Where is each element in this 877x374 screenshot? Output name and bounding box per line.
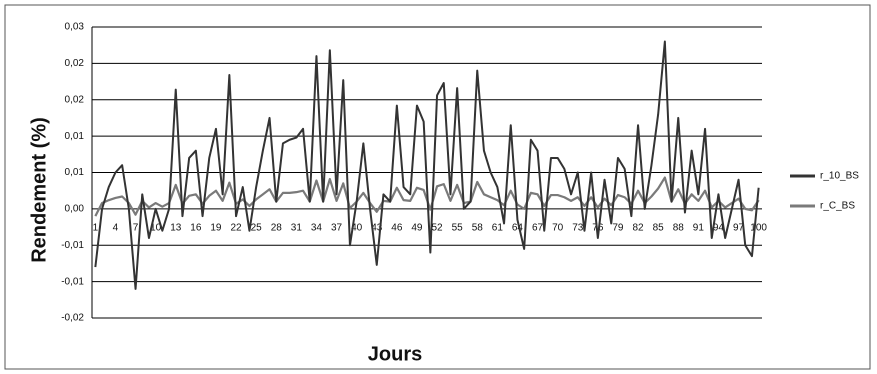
x-tick-label: 43 [371, 223, 383, 234]
legend-label: r_C_BS [820, 201, 855, 212]
x-tick-label: 58 [472, 223, 484, 234]
x-tick-label: 55 [452, 223, 464, 234]
x-tick-label: 28 [271, 223, 283, 234]
x-tick-label: 70 [552, 223, 564, 234]
x-tick-label: 61 [492, 223, 504, 234]
x-tick-label: 91 [693, 223, 705, 234]
x-tick-label: 94 [713, 223, 725, 234]
y-tick-label: 0,02 [65, 58, 85, 69]
x-tick-label: 100 [750, 223, 767, 234]
y-tick-label: -0,02 [61, 313, 84, 324]
x-tick-label: 97 [733, 223, 745, 234]
x-tick-label: 49 [411, 223, 423, 234]
x-tick-label: 19 [210, 223, 222, 234]
x-tick-label: 22 [230, 223, 242, 234]
x-axis-title: Jours [368, 343, 422, 365]
x-tick-label: 40 [351, 223, 363, 234]
x-tick-label: 1 [93, 223, 99, 234]
x-tick-label: 25 [251, 223, 263, 234]
x-tick-label: 52 [431, 223, 443, 234]
x-tick-label: 82 [632, 223, 644, 234]
x-tick-label: 64 [512, 223, 524, 234]
x-tick-label: 10 [150, 223, 162, 234]
y-tick-label: -0,01 [61, 240, 84, 251]
x-tick-label: 85 [653, 223, 665, 234]
x-tick-label: 79 [612, 223, 624, 234]
x-tick-label: 46 [391, 223, 403, 234]
series-line [94, 40, 760, 290]
x-tick-label: 37 [331, 223, 343, 234]
y-tick-label: 0,03 [65, 22, 85, 33]
y-tick-label: 0,02 [65, 94, 85, 105]
x-tick-label: 31 [291, 223, 303, 234]
x-tick-label: 34 [311, 223, 323, 234]
x-tick-label: 67 [532, 223, 544, 234]
y-tick-label: -0,01 [61, 276, 84, 287]
x-tick-label: 73 [572, 223, 584, 234]
legend-label: r_10_BS [820, 171, 859, 182]
x-tick-label: 7 [133, 223, 139, 234]
x-tick-label: 88 [673, 223, 685, 234]
x-tick-label: 4 [113, 223, 119, 234]
y-tick-label: 0,00 [65, 204, 85, 215]
x-tick-label: 13 [170, 223, 182, 234]
x-tick-label: 16 [190, 223, 202, 234]
y-axis-title: Rendement (%) [28, 117, 50, 263]
y-tick-label: 0,01 [65, 131, 85, 142]
y-tick-label: 0,01 [65, 167, 85, 178]
